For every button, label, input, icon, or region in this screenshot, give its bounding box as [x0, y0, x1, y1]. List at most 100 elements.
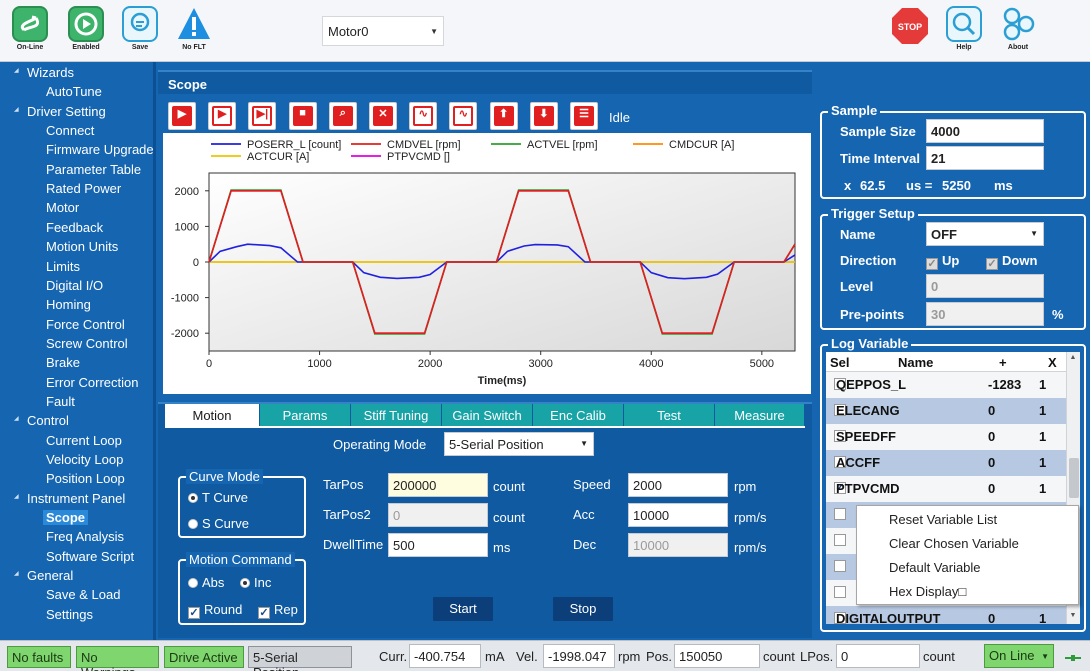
down-checkbox[interactable]: ✓ Down — [986, 253, 1038, 270]
sidebar-item-connect[interactable]: Connect — [46, 123, 95, 139]
t-curve-radio[interactable]: T Curve — [188, 490, 248, 505]
scroll-up-icon[interactable]: ▲ — [1069, 354, 1077, 361]
table-row[interactable]: ACCFF 0 1 — [826, 450, 1066, 476]
sidebar-item-save-load[interactable]: Save & Load — [46, 587, 121, 603]
start-button[interactable]: Start — [433, 597, 493, 621]
clear-chosen-variable-item[interactable]: Clear Chosen Variable — [889, 536, 1019, 551]
operating-mode-select[interactable]: 5-Serial Position ▼ — [444, 432, 594, 456]
sidebar-item-parameter-table[interactable]: Parameter Table — [46, 161, 142, 177]
step-button[interactable]: ▶| — [248, 102, 277, 130]
sidebar-item-scope[interactable]: Scope — [43, 510, 89, 526]
save-button[interactable]: Save — [118, 6, 162, 56]
sidebar-item-digital-i-o[interactable]: Digital I/O — [46, 277, 104, 293]
tab-motion[interactable]: Motion — [165, 404, 260, 426]
sidebar-item-firmware-upgrade[interactable]: Firmware Upgrade — [46, 142, 154, 158]
s-curve-radio[interactable]: S Curve — [188, 516, 249, 531]
zoom-button[interactable]: ⌕ — [328, 102, 357, 130]
hex-display-item[interactable]: Hex Display□ — [889, 584, 967, 599]
tab-measure[interactable]: Measure — [715, 404, 805, 426]
scroll-thumb[interactable] — [1069, 458, 1079, 498]
sample-size-input[interactable]: 4000 — [926, 119, 1044, 143]
sidebar-item-rated-power[interactable]: Rated Power — [46, 181, 122, 197]
table-row[interactable]: SPEEDFF 0 1 — [826, 424, 1066, 450]
sidebar-item-driver-setting[interactable]: Driver Setting — [14, 104, 106, 119]
table-row[interactable] — [826, 528, 1066, 554]
trigger-name-select[interactable]: OFF ▼ — [926, 222, 1044, 246]
table-row[interactable]: QEPPOS_L -1283 1 — [826, 372, 1066, 398]
list-button[interactable]: ☰ — [570, 102, 598, 130]
sidebar-item-control[interactable]: Control — [14, 413, 69, 428]
chart-button[interactable]: ∿ — [409, 102, 438, 130]
dwelltime-input[interactable]: 500 — [388, 533, 488, 557]
row-select-checkbox[interactable] — [834, 456, 846, 468]
download-button[interactable]: ⬇ — [529, 102, 558, 130]
sidebar-item-feedback[interactable]: Feedback — [46, 219, 104, 235]
sidebar-item-position-loop[interactable]: Position Loop — [46, 471, 125, 487]
dec-input[interactable]: 10000 — [628, 533, 728, 557]
row-select-checkbox[interactable] — [834, 534, 846, 546]
upload-button[interactable]: ⬆ — [489, 102, 518, 130]
sidebar-item-error-correction[interactable]: Error Correction — [46, 374, 139, 390]
row-select-checkbox[interactable] — [834, 586, 846, 598]
tab-params[interactable]: Params — [260, 404, 351, 426]
reset-variable-list-item[interactable]: Reset Variable List — [889, 512, 998, 527]
sidebar-item-homing[interactable]: Homing — [46, 297, 91, 313]
play-once-button[interactable]: ▶ — [208, 102, 237, 130]
row-select-checkbox[interactable] — [834, 560, 846, 572]
default-variable-item[interactable]: Default Variable — [889, 560, 981, 575]
stop-square-button[interactable]: ■ — [288, 102, 317, 130]
tab-stiff-tuning[interactable]: Stiff Tuning — [351, 404, 442, 426]
sidebar-item-force-control[interactable]: Force Control — [46, 316, 125, 332]
online-status-select[interactable]: On Line ▼ — [984, 644, 1054, 668]
sidebar-item-wizards[interactable]: Wizards — [14, 65, 74, 80]
inc-radio[interactable]: Inc — [240, 575, 271, 590]
time-interval-input[interactable]: 21 — [926, 146, 1044, 170]
row-select-checkbox[interactable] — [834, 378, 846, 390]
sidebar-item-screw-control[interactable]: Screw Control — [46, 335, 128, 351]
table-row[interactable]: ✓ PTPVCMD 0 1 — [826, 476, 1066, 502]
row-select-checkbox[interactable] — [834, 508, 846, 520]
speed-input[interactable]: 2000 — [628, 473, 728, 497]
rep-checkbox[interactable]: ✓ Rep — [258, 602, 298, 619]
enabled-button[interactable]: Enabled — [64, 6, 108, 56]
sidebar-item-settings[interactable]: Settings — [46, 606, 93, 622]
about-button[interactable]: About — [996, 6, 1040, 56]
sidebar-item-autotune[interactable]: AutoTune — [46, 84, 102, 100]
tab-gain-switch[interactable]: Gain Switch — [442, 404, 533, 426]
row-select-checkbox[interactable] — [834, 404, 846, 416]
abs-radio[interactable]: Abs — [188, 575, 224, 590]
online-button[interactable]: On-Line — [8, 6, 52, 56]
level-input[interactable]: 0 — [926, 274, 1044, 298]
sidebar-item-motor[interactable]: Motor — [46, 200, 80, 216]
acc-input[interactable]: 10000 — [628, 503, 728, 527]
table-row[interactable]: ELECANG 0 1 — [826, 398, 1066, 424]
stop-motion-button[interactable]: Stop — [553, 597, 613, 621]
sidebar-item-velocity-loop[interactable]: Velocity Loop — [46, 452, 124, 467]
tarpos2-input[interactable]: 0 — [388, 503, 488, 527]
round-checkbox[interactable]: ✓ Round — [188, 602, 243, 619]
sidebar-item-instrument-panel[interactable]: Instrument Panel — [14, 491, 125, 506]
sidebar-item-software-script[interactable]: Software Script — [46, 548, 135, 564]
row-select-checkbox[interactable] — [834, 430, 846, 442]
sidebar-item-freq-analysis[interactable]: Freq Analysis — [46, 529, 125, 545]
motor-select[interactable]: Motor0 ▼ — [322, 16, 444, 46]
scroll-down-icon[interactable]: ▼ — [1069, 612, 1077, 619]
tarpos-input[interactable]: 200000 — [388, 473, 488, 497]
sidebar-item-brake[interactable]: Brake — [46, 355, 80, 371]
prepoints-input[interactable]: 30 — [926, 302, 1044, 326]
table-row[interactable] — [826, 580, 1066, 606]
tab-enc-calib[interactable]: Enc Calib — [533, 404, 624, 426]
row-select-checkbox[interactable]: ✓ — [834, 482, 846, 494]
chart-alt-button[interactable]: ∿ — [449, 102, 478, 130]
sidebar-item-fault[interactable]: Fault — [46, 393, 75, 409]
help-button[interactable]: Help — [942, 6, 986, 56]
sidebar-item-current-loop[interactable]: Current Loop — [46, 432, 122, 448]
row-select-checkbox[interactable] — [834, 612, 846, 624]
tab-test[interactable]: Test — [624, 404, 715, 426]
sidebar-item-general[interactable]: General — [14, 568, 73, 583]
up-checkbox[interactable]: ✓ Up — [926, 253, 960, 270]
sidebar-item-limits[interactable]: Limits — [46, 258, 80, 274]
fit-button[interactable]: ✕ — [369, 102, 397, 130]
scope-chart[interactable]: POSERR_L [count] CMDVEL [rpm] ACTVEL [rpm]… — [163, 133, 811, 394]
sidebar-item-motion-units[interactable]: Motion Units — [46, 239, 119, 255]
